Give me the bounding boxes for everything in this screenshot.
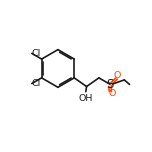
Text: Cl: Cl	[31, 79, 40, 88]
Text: Cl: Cl	[31, 49, 40, 58]
Text: O: O	[109, 89, 116, 98]
Text: S: S	[106, 78, 114, 91]
Text: O: O	[114, 71, 121, 80]
Text: OH: OH	[79, 94, 93, 103]
